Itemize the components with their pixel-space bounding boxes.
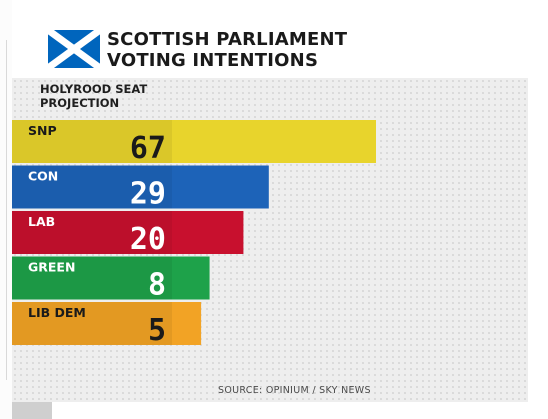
value-label-green: 8 xyxy=(148,268,166,303)
value-label-lab: 20 xyxy=(130,222,166,257)
chart-subtitle: HOLYROOD SEAT PROJECTION xyxy=(40,82,200,110)
panel-corner xyxy=(12,402,52,419)
bar-snp xyxy=(12,120,376,163)
header: SCOTTISH PARLIAMENT VOTING INTENTIONS xyxy=(12,0,528,78)
bar-shade-snp xyxy=(12,120,172,163)
bar-lab xyxy=(12,211,244,254)
title-line-2: VOTING INTENTIONS xyxy=(107,50,319,71)
category-label-lib-dem: LIB DEM xyxy=(28,305,86,320)
bar-shade-con xyxy=(12,165,172,209)
left-border xyxy=(0,0,12,419)
chart-subtitle-line-1: HOLYROOD SEAT xyxy=(40,82,148,96)
bar-green xyxy=(12,256,210,300)
value-label-lib-dem: 5 xyxy=(148,313,166,348)
category-label-con: CON xyxy=(28,169,58,184)
source-credit: SOURCE: OPINIUM / SKY NEWS xyxy=(218,385,371,396)
category-label-snp: SNP xyxy=(28,123,57,138)
title-line-1: SCOTTISH PARLIAMENT xyxy=(107,29,348,50)
category-label-lab: LAB xyxy=(28,214,55,229)
bar-lib-dem xyxy=(12,302,202,345)
bar-shade-lab xyxy=(12,211,172,254)
category-label-green: GREEN xyxy=(28,260,75,275)
bar-con xyxy=(12,165,269,209)
value-label-con: 29 xyxy=(130,177,166,212)
bar-shade-green xyxy=(12,256,172,300)
value-label-snp: 67 xyxy=(130,131,166,166)
bar-shade-lib-dem xyxy=(12,302,172,345)
scottish-saltire-flag-icon xyxy=(48,30,100,68)
chart-subtitle-line-2: PROJECTION xyxy=(40,96,120,110)
